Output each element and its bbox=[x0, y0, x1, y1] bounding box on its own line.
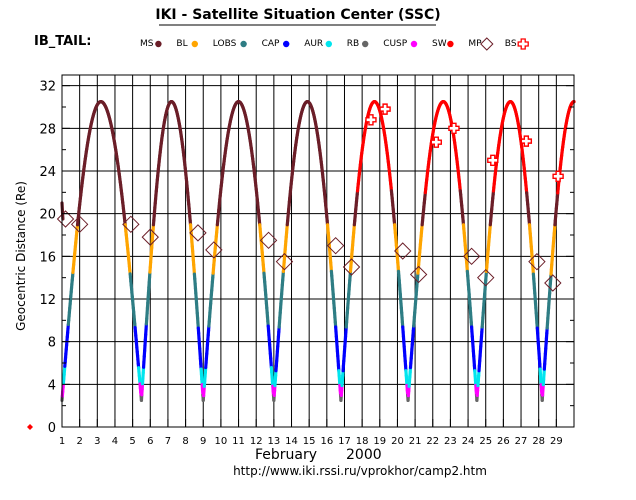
crossing-markers bbox=[56, 103, 564, 292]
x-tick-label: 26 bbox=[497, 436, 510, 447]
legend-label: MS bbox=[140, 39, 154, 49]
x-tick-label: 18 bbox=[356, 436, 369, 447]
mp-crossing-marker bbox=[189, 224, 207, 242]
legend-marker bbox=[480, 37, 494, 51]
x-tick-label: 3 bbox=[94, 436, 100, 447]
x-tick-label: 5 bbox=[129, 436, 135, 447]
x-tick-label: 20 bbox=[391, 436, 404, 447]
legend-marker bbox=[240, 40, 247, 48]
legend-label: CAP bbox=[262, 39, 280, 49]
legend-label: LOBS bbox=[213, 39, 237, 49]
x-tick-label: 23 bbox=[444, 436, 457, 447]
y-axis-label: Geocentric Distance (Re) bbox=[14, 181, 28, 331]
y-axis: 0 4 8 12 16 20 24 28 32 bbox=[39, 80, 574, 436]
x-tick-label: 19 bbox=[373, 436, 386, 447]
legend-marker bbox=[517, 38, 529, 50]
legend-marker bbox=[325, 40, 332, 48]
legend-label: CUSP bbox=[383, 39, 408, 49]
chart-title: IKI - Satellite Situation Center (SSC) bbox=[155, 7, 440, 23]
mp-crossing-marker bbox=[409, 265, 428, 284]
legend-label: MP bbox=[468, 39, 482, 49]
mp-crossing-marker bbox=[342, 258, 361, 276]
bs-crossing-marker bbox=[365, 114, 377, 126]
x-tick-label: 7 bbox=[165, 436, 171, 447]
mp-crossing-marker bbox=[326, 236, 345, 255]
x-tick-label: 4 bbox=[112, 436, 118, 447]
x-tick-label: 15 bbox=[303, 436, 316, 447]
legend-label: AUR bbox=[304, 39, 323, 49]
chart-subtitle: IB_TAIL: bbox=[34, 34, 91, 49]
bs-crossing-marker bbox=[520, 135, 533, 147]
mp-crossing-marker bbox=[544, 274, 562, 292]
x-tick-label: 17 bbox=[338, 436, 351, 447]
mp-crossing-marker bbox=[394, 242, 412, 260]
x-tick-label: 21 bbox=[409, 436, 422, 447]
mp-crossing-marker bbox=[56, 210, 75, 228]
legend-marker bbox=[410, 40, 418, 48]
y-tick-label: 16 bbox=[39, 250, 56, 265]
x-axis-month: February bbox=[255, 447, 317, 463]
plot-frame bbox=[61, 74, 575, 428]
x-tick-label: 12 bbox=[250, 436, 263, 447]
x-tick-label: 6 bbox=[147, 436, 153, 447]
x-tick-label: 14 bbox=[285, 436, 298, 447]
x-tick-label: 28 bbox=[532, 436, 545, 447]
legend-label: BS bbox=[505, 39, 517, 49]
mp-crossing-marker bbox=[70, 215, 89, 234]
source-url: http://www.iki.rssi.ru/vprokhor/camp2.ht… bbox=[233, 464, 487, 478]
legend-marker bbox=[362, 40, 369, 48]
y-tick-label: 8 bbox=[48, 336, 56, 351]
bs-crossing-marker bbox=[448, 122, 460, 135]
x-tick-label: 1 bbox=[59, 436, 65, 447]
y-tick-label: 4 bbox=[48, 378, 56, 393]
x-tick-label: 27 bbox=[515, 436, 528, 447]
y-tick-label: 20 bbox=[39, 208, 56, 223]
x-tick-label: 11 bbox=[232, 436, 245, 447]
y-tick-label: 32 bbox=[39, 80, 56, 95]
x-axis-year: 2000 bbox=[346, 447, 382, 463]
x-tick-label: 2 bbox=[76, 436, 82, 447]
y-tick-label: 0 bbox=[48, 421, 56, 436]
bs-crossing-marker bbox=[552, 170, 564, 183]
mp-crossing-marker bbox=[275, 252, 294, 271]
mp-crossing-marker bbox=[477, 268, 495, 287]
x-axis: 1 2 3 4 5 6 7 8 9 10 11 12 13 14 15 16 17 18 19 20 21 22 23 24 2… bbox=[59, 419, 563, 447]
mp-crossing-marker bbox=[528, 252, 546, 271]
legend-label: BL bbox=[176, 39, 187, 49]
legend-marker bbox=[191, 40, 198, 48]
bs-crossing-marker bbox=[379, 103, 391, 115]
x-tick-label: 24 bbox=[462, 436, 475, 447]
bs-crossing-marker bbox=[430, 136, 442, 148]
x-tick-label: 29 bbox=[550, 436, 563, 447]
legend-marker bbox=[155, 40, 162, 48]
x-tick-label: 10 bbox=[215, 436, 228, 447]
legend-marker bbox=[447, 40, 454, 48]
corner-marker bbox=[27, 424, 33, 430]
legend-marker bbox=[283, 40, 290, 48]
legend: MS BL LOBS CAP AUR RB CUSP SW MP BS bbox=[140, 37, 529, 51]
legend-label: SW bbox=[432, 39, 447, 49]
x-tick-label: 9 bbox=[200, 436, 206, 447]
y-tick-label: 12 bbox=[39, 293, 56, 308]
y-tick-label: 24 bbox=[39, 165, 56, 180]
mp-crossing-marker bbox=[259, 231, 278, 250]
y-tick-label: 28 bbox=[39, 122, 56, 137]
x-tick-label: 16 bbox=[320, 436, 333, 447]
mp-crossing-marker bbox=[141, 228, 159, 246]
x-tick-label: 13 bbox=[267, 436, 280, 447]
mp-crossing-marker bbox=[205, 241, 223, 259]
mp-crossing-marker bbox=[122, 215, 140, 234]
mp-crossing-marker bbox=[462, 247, 481, 266]
grid bbox=[61, 75, 574, 427]
orbit-curves bbox=[60, 100, 576, 402]
x-tick-label: 8 bbox=[182, 436, 188, 447]
bs-crossing-marker bbox=[487, 154, 499, 167]
x-tick-label: 25 bbox=[479, 436, 492, 447]
legend-label: RB bbox=[347, 39, 359, 49]
x-tick-label: 22 bbox=[426, 436, 439, 447]
